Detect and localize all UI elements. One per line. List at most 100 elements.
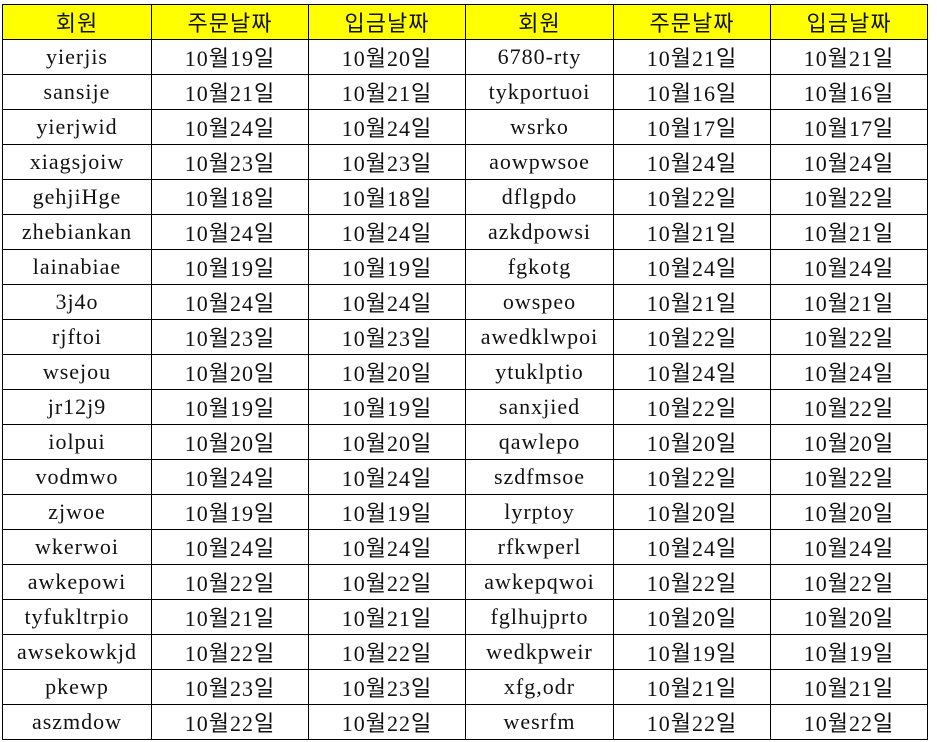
order-date-cell[interactable]: 10월20일 <box>613 599 771 635</box>
member-cell[interactable]: yierjwid <box>2 109 152 145</box>
member-cell[interactable]: tykportuoi <box>465 74 614 110</box>
order-date-cell[interactable]: 10월20일 <box>151 354 309 390</box>
member-cell[interactable]: zhebiankan <box>2 214 152 250</box>
payment-date-cell[interactable]: 10월22일 <box>770 459 928 495</box>
header-cell-member[interactable]: 회원 <box>2 4 152 40</box>
member-cell[interactable]: owspeo <box>465 284 614 320</box>
payment-date-cell[interactable]: 10월21일 <box>308 599 466 635</box>
member-cell[interactable]: sanxjied <box>465 389 614 425</box>
member-cell[interactable]: szdfmsoe <box>465 459 614 495</box>
order-date-cell[interactable]: 10월20일 <box>613 494 771 530</box>
member-cell[interactable]: gehjiHge <box>2 179 152 215</box>
member-cell[interactable]: wsrko <box>465 109 614 145</box>
header-cell-payment-date[interactable]: 입금날짜 <box>308 4 466 40</box>
order-date-cell[interactable]: 10월22일 <box>151 704 309 740</box>
payment-date-cell[interactable]: 10월21일 <box>770 284 928 320</box>
payment-date-cell[interactable]: 10월24일 <box>308 284 466 320</box>
member-cell[interactable]: wkerwoi <box>2 529 152 565</box>
order-date-cell[interactable]: 10월22일 <box>613 319 771 355</box>
member-cell[interactable]: rfkwperl <box>465 529 614 565</box>
member-cell[interactable]: aszmdow <box>2 704 152 740</box>
payment-date-cell[interactable]: 10월20일 <box>308 424 466 460</box>
member-cell[interactable]: tyfukltrpio <box>2 599 152 635</box>
member-cell[interactable]: sansije <box>2 74 152 110</box>
order-date-cell[interactable]: 10월24일 <box>151 284 309 320</box>
order-date-cell[interactable]: 10월18일 <box>151 179 309 215</box>
header-cell-payment-date[interactable]: 입금날짜 <box>770 4 928 40</box>
member-cell[interactable]: azkdpowsi <box>465 214 614 250</box>
order-date-cell[interactable]: 10월24일 <box>613 249 771 285</box>
order-date-cell[interactable]: 10월24일 <box>151 459 309 495</box>
order-date-cell[interactable]: 10월16일 <box>613 74 771 110</box>
payment-date-cell[interactable]: 10월24일 <box>308 109 466 145</box>
order-date-cell[interactable]: 10월22일 <box>613 704 771 740</box>
payment-date-cell[interactable]: 10월21일 <box>770 214 928 250</box>
payment-date-cell[interactable]: 10월20일 <box>308 39 466 75</box>
payment-date-cell[interactable]: 10월22일 <box>770 319 928 355</box>
order-date-cell[interactable]: 10월24일 <box>151 529 309 565</box>
payment-date-cell[interactable]: 10월20일 <box>770 494 928 530</box>
order-date-cell[interactable]: 10월24일 <box>613 144 771 180</box>
order-date-cell[interactable]: 10월23일 <box>151 669 309 705</box>
member-cell[interactable]: ytuklptio <box>465 354 614 390</box>
member-cell[interactable]: jr12j9 <box>2 389 152 425</box>
member-cell[interactable]: rjftoi <box>2 319 152 355</box>
member-cell[interactable]: awkepqwoi <box>465 564 614 600</box>
order-date-cell[interactable]: 10월19일 <box>151 494 309 530</box>
member-cell[interactable]: aowpwsoe <box>465 144 614 180</box>
payment-date-cell[interactable]: 10월22일 <box>308 634 466 670</box>
header-cell-member[interactable]: 회원 <box>465 4 614 40</box>
order-date-cell[interactable]: 10월24일 <box>613 354 771 390</box>
order-date-cell[interactable]: 10월21일 <box>151 74 309 110</box>
payment-date-cell[interactable]: 10월24일 <box>770 144 928 180</box>
payment-date-cell[interactable]: 10월16일 <box>770 74 928 110</box>
member-cell[interactable]: xiagsjoiw <box>2 144 152 180</box>
payment-date-cell[interactable]: 10월17일 <box>770 109 928 145</box>
payment-date-cell[interactable]: 10월24일 <box>770 529 928 565</box>
order-date-cell[interactable]: 10월24일 <box>151 214 309 250</box>
order-date-cell[interactable]: 10월23일 <box>151 319 309 355</box>
order-date-cell[interactable]: 10월22일 <box>613 459 771 495</box>
member-cell[interactable]: wsejou <box>2 354 152 390</box>
payment-date-cell[interactable]: 10월19일 <box>308 389 466 425</box>
order-date-cell[interactable]: 10월20일 <box>151 424 309 460</box>
header-cell-order-date[interactable]: 주문날짜 <box>151 4 309 40</box>
payment-date-cell[interactable]: 10월24일 <box>308 459 466 495</box>
order-date-cell[interactable]: 10월19일 <box>151 249 309 285</box>
payment-date-cell[interactable]: 10월24일 <box>770 249 928 285</box>
payment-date-cell[interactable]: 10월21일 <box>770 669 928 705</box>
order-date-cell[interactable]: 10월21일 <box>151 599 309 635</box>
member-cell[interactable]: lyrptoy <box>465 494 614 530</box>
order-date-cell[interactable]: 10월21일 <box>613 39 771 75</box>
member-cell[interactable]: iolpui <box>2 424 152 460</box>
order-date-cell[interactable]: 10월20일 <box>613 424 771 460</box>
payment-date-cell[interactable]: 10월20일 <box>770 599 928 635</box>
member-cell[interactable]: zjwoe <box>2 494 152 530</box>
member-cell[interactable]: qawlepo <box>465 424 614 460</box>
order-date-cell[interactable]: 10월22일 <box>613 564 771 600</box>
payment-date-cell[interactable]: 10월22일 <box>308 704 466 740</box>
member-cell[interactable]: lainabiae <box>2 249 152 285</box>
payment-date-cell[interactable]: 10월24일 <box>308 214 466 250</box>
payment-date-cell[interactable]: 10월24일 <box>308 529 466 565</box>
payment-date-cell[interactable]: 10월19일 <box>770 634 928 670</box>
order-date-cell[interactable]: 10월22일 <box>151 564 309 600</box>
member-cell[interactable]: wedkpweir <box>465 634 614 670</box>
member-cell[interactable]: yierjis <box>2 39 152 75</box>
member-cell[interactable]: vodmwo <box>2 459 152 495</box>
payment-date-cell[interactable]: 10월21일 <box>308 74 466 110</box>
member-cell[interactable]: pkewp <box>2 669 152 705</box>
order-date-cell[interactable]: 10월19일 <box>613 634 771 670</box>
order-date-cell[interactable]: 10월21일 <box>613 669 771 705</box>
payment-date-cell[interactable]: 10월22일 <box>770 179 928 215</box>
order-date-cell[interactable]: 10월22일 <box>613 389 771 425</box>
payment-date-cell[interactable]: 10월22일 <box>308 564 466 600</box>
member-cell[interactable]: fglhujprto <box>465 599 614 635</box>
member-cell[interactable]: fgkotg <box>465 249 614 285</box>
payment-date-cell[interactable]: 10월20일 <box>308 354 466 390</box>
payment-date-cell[interactable]: 10월23일 <box>308 669 466 705</box>
order-date-cell[interactable]: 10월19일 <box>151 389 309 425</box>
member-cell[interactable]: wesrfm <box>465 704 614 740</box>
order-date-cell[interactable]: 10월22일 <box>151 634 309 670</box>
order-date-cell[interactable]: 10월24일 <box>613 529 771 565</box>
